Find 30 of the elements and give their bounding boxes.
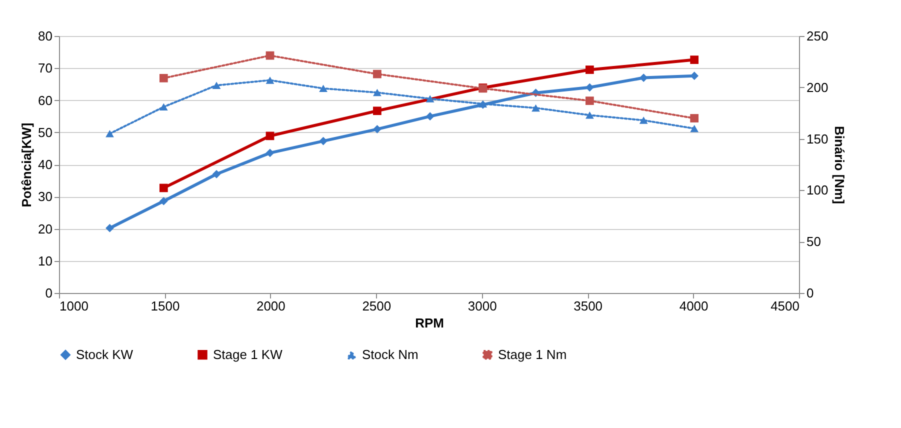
x-tick-label: 3500: [574, 298, 603, 314]
y2-tick-label: 100: [806, 182, 828, 198]
legend-label: Stock KW: [76, 346, 134, 362]
y-axis-title: Potência[KW]: [19, 122, 34, 208]
y2-axis-title: Binário [Nm]: [832, 126, 848, 204]
y-tick-label: 60: [38, 92, 52, 108]
y2-tick-label: 200: [806, 80, 828, 95]
legend-label: Stage 1 Nm: [498, 346, 567, 362]
y-tick-label: 30: [38, 189, 52, 204]
y2-tick-label: 250: [806, 28, 828, 44]
y-tick-label: 40: [38, 157, 52, 172]
x-tick-label: 1500: [150, 298, 180, 314]
y2-tick-label: 0: [806, 286, 814, 300]
y-tick-label: 80: [38, 28, 52, 44]
legend-label: Stock Nm: [362, 347, 418, 362]
legend-label: Stage 1 KW: [213, 346, 284, 362]
y2-tick-label: 50: [806, 234, 821, 250]
x-tick-label: 4500: [770, 298, 800, 314]
x-tick-label: 3000: [468, 298, 497, 314]
y-tick-label: 20: [38, 221, 52, 236]
y-tick-label: 50: [38, 124, 52, 140]
y-tick-label: 0: [45, 286, 52, 300]
y-tick-label: 70: [38, 60, 52, 76]
x-axis-title: RPM: [415, 316, 444, 330]
x-tick-label: 4000: [679, 298, 708, 314]
x-tick-label: 2000: [256, 298, 286, 314]
y-tick-label: 10: [38, 253, 52, 268]
y2-tick-label: 150: [806, 131, 828, 146]
x-tick-label: 1000: [60, 298, 88, 314]
x-tick-label: 2500: [362, 298, 392, 314]
